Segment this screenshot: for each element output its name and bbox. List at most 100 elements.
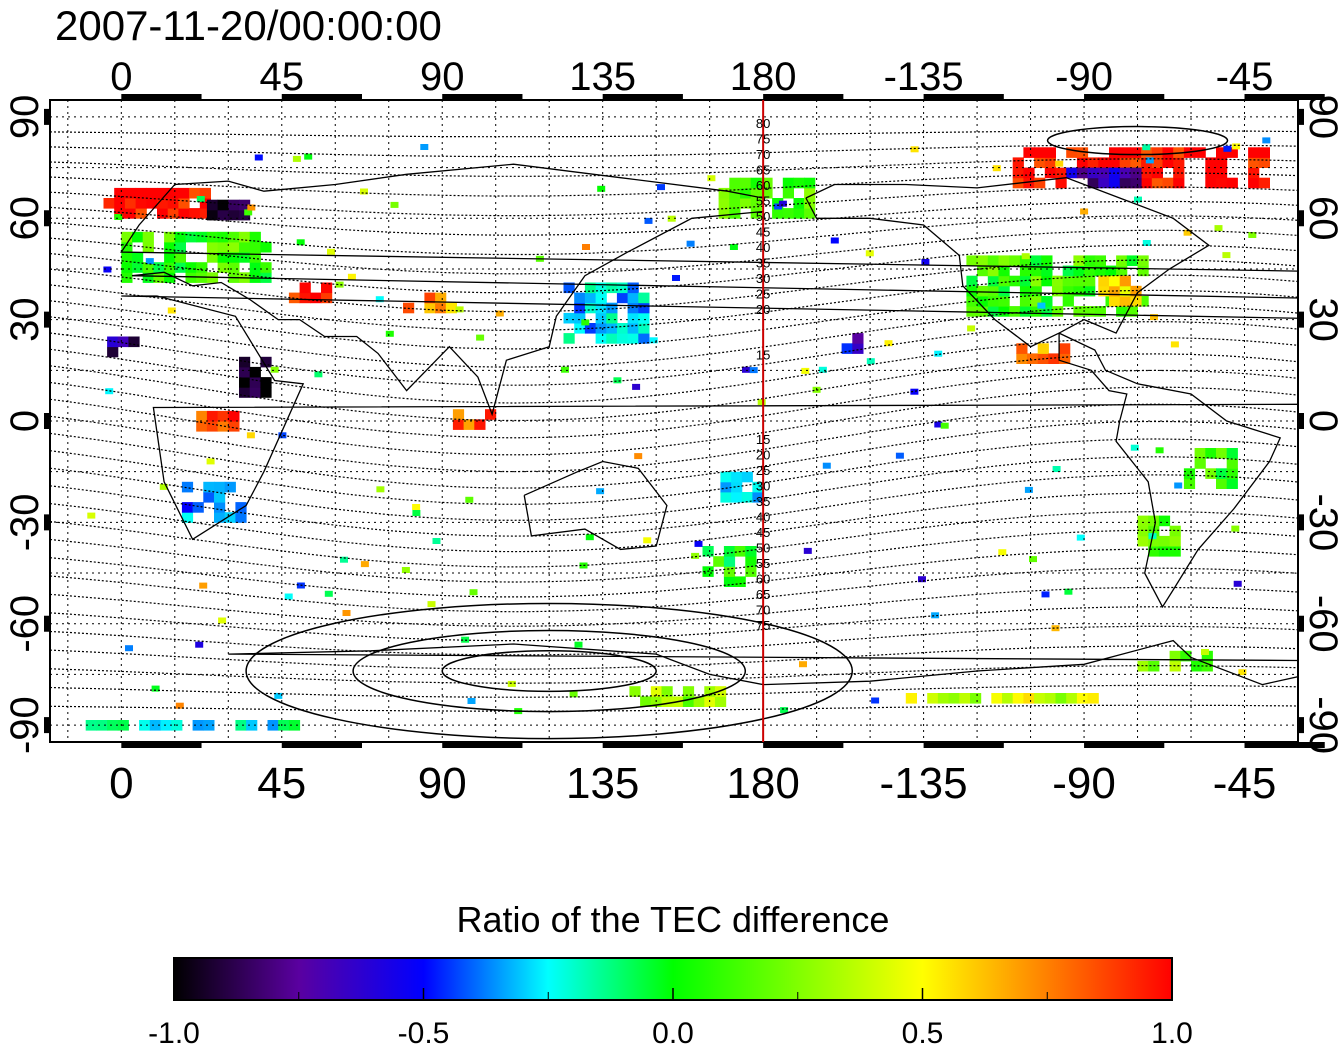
tec-cell [239, 231, 251, 243]
tec-speck [1052, 466, 1061, 472]
tec-cell [192, 502, 204, 513]
tec-speck [324, 590, 333, 597]
colorbar-tick-label: -0.5 [398, 1017, 450, 1048]
tec-speck [921, 259, 930, 265]
tec-speck [757, 399, 766, 406]
tec-cell [1041, 255, 1053, 266]
tec-cell [606, 282, 618, 294]
tec-cell [321, 282, 333, 294]
tec-cell [1216, 478, 1228, 489]
tec-cell [638, 312, 650, 324]
mlat-label-north: 80 [756, 116, 770, 131]
tec-cell [1098, 157, 1110, 168]
tec-cell [85, 720, 97, 731]
tec-cell [638, 323, 650, 334]
lon-tick-label-top: 135 [569, 55, 636, 99]
tec-cell [1130, 177, 1142, 189]
tec-cell [1012, 693, 1024, 704]
tec-speck [1174, 482, 1183, 489]
tec-cell [718, 198, 730, 209]
tec-cell [1205, 157, 1217, 168]
mlat-contour [50, 665, 1298, 684]
tec-cell [142, 272, 154, 283]
tec-cell [841, 343, 853, 354]
tec-cell [239, 356, 251, 368]
tec-cell [185, 272, 197, 283]
tec-cell [1030, 265, 1042, 277]
tec-cell [1194, 458, 1206, 469]
tec-cell [1141, 177, 1153, 189]
tec-cell [228, 421, 240, 432]
lon-tick-label-bottom: 180 [726, 759, 799, 808]
magnetic-pole-contour [352, 629, 747, 713]
lon-tick-label-top: -135 [884, 55, 964, 99]
tec-cell [1044, 693, 1056, 704]
tec-cell [1137, 515, 1149, 527]
tec-cell [1012, 157, 1024, 168]
tec-cell [1151, 177, 1163, 189]
tec-cell [1023, 177, 1035, 189]
tec-cell [704, 686, 716, 697]
lon-tick-label-bottom: 90 [418, 759, 467, 808]
tec-cell [723, 556, 736, 567]
tec-cell [804, 208, 816, 219]
tec-cell [1137, 255, 1149, 266]
lon-tick-bar-bottom [121, 742, 202, 748]
tec-cell [1019, 296, 1032, 307]
tec-cell [745, 546, 757, 557]
mlat-label-north: 25 [756, 287, 770, 302]
tec-speck [803, 547, 812, 554]
tec-cell [638, 333, 650, 344]
tec-speck [778, 200, 787, 207]
tec-speck [830, 237, 839, 244]
tec-cell [723, 576, 736, 587]
tec-cell [135, 198, 147, 209]
tec-patch [103, 187, 211, 219]
tec-cell [260, 262, 272, 273]
mlat-contour [50, 645, 1298, 670]
tec-speck [340, 556, 348, 563]
tec-patch [288, 282, 333, 304]
tec-cell [1137, 265, 1149, 277]
tec-cell [1201, 650, 1213, 662]
tec-cell [1109, 147, 1121, 158]
tec-cell [1034, 147, 1046, 158]
tec-cell [750, 198, 762, 209]
tec-speck [1155, 447, 1164, 454]
lat-tick-left [44, 210, 50, 227]
tec-cell [239, 366, 251, 378]
tec-cell [124, 187, 137, 199]
tec-cell [1226, 458, 1238, 469]
tec-speck [632, 383, 641, 390]
lat-tick-left [44, 108, 50, 125]
mlat-contour [50, 704, 1298, 712]
lat-tick-label-left: 90 [3, 95, 47, 140]
tec-cell [1030, 275, 1042, 287]
tec-speck [918, 576, 926, 583]
lon-tick-bar-top [281, 94, 362, 100]
tec-speck [799, 661, 807, 668]
mlat-contour [50, 172, 1298, 197]
tec-speck [427, 601, 436, 608]
tec-speck [199, 582, 208, 589]
tec-cell [103, 198, 115, 209]
tec-speck [1201, 649, 1209, 655]
tec-cell [1016, 343, 1028, 354]
tec-cell [135, 208, 147, 219]
tec-cell [249, 231, 261, 243]
tec-cell [1055, 693, 1067, 704]
coastline [228, 639, 1298, 686]
tec-speck [613, 377, 622, 384]
lat-tick-left [44, 311, 50, 328]
tec-speck [934, 350, 943, 357]
colorbar-tick-label: 0.5 [902, 1017, 944, 1048]
tec-speck [561, 366, 569, 373]
tec-speck [1021, 253, 1030, 260]
tec-cell [1226, 448, 1238, 459]
tec-cell [595, 333, 607, 344]
tec-cell [1205, 177, 1217, 189]
tec-cell [117, 336, 129, 348]
mlat-contour [50, 274, 1298, 332]
mlat-contour [50, 353, 1298, 422]
tec-cell [584, 323, 597, 334]
